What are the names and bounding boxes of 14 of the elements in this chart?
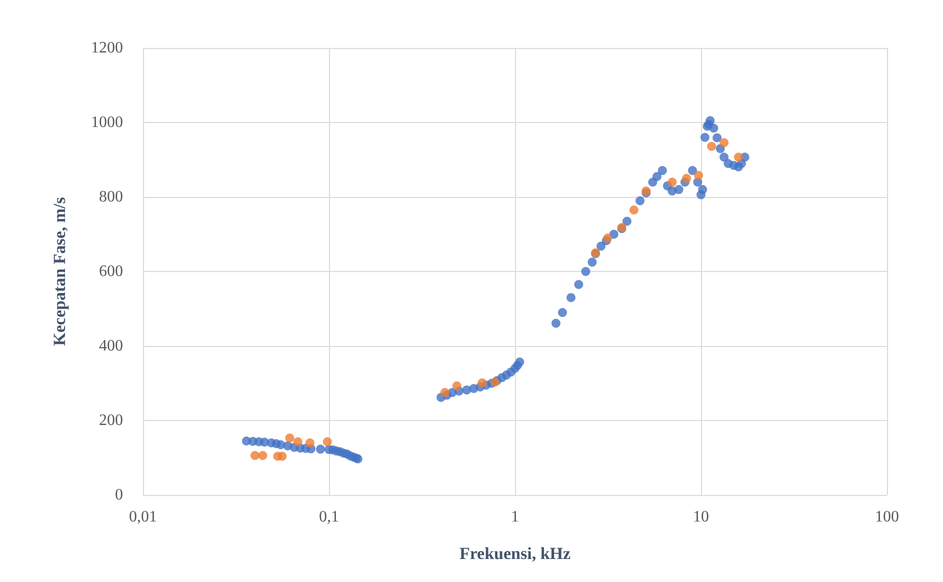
- y-tick-label: 800: [99, 188, 123, 206]
- x-tick-label: 100: [875, 508, 899, 526]
- y-axis-title: Kecepatan Fase, m/s: [50, 196, 69, 346]
- y-tick-label: 1200: [91, 40, 123, 56]
- x-tick-label: 10: [693, 508, 709, 526]
- y-tick-label: 200: [99, 412, 123, 429]
- x-axis-title: Frekuensi, kHz: [459, 544, 572, 563]
- y-tick-label: 0: [115, 486, 123, 504]
- y-tick-label: 600: [99, 263, 123, 280]
- y-tick-label: 400: [99, 338, 123, 354]
- x-tick-label: 0,01: [129, 508, 157, 526]
- y-tick-label: 1000: [91, 114, 123, 131]
- x-tick-label: 0,1: [319, 508, 339, 526]
- x-tick-label: 1: [511, 508, 519, 526]
